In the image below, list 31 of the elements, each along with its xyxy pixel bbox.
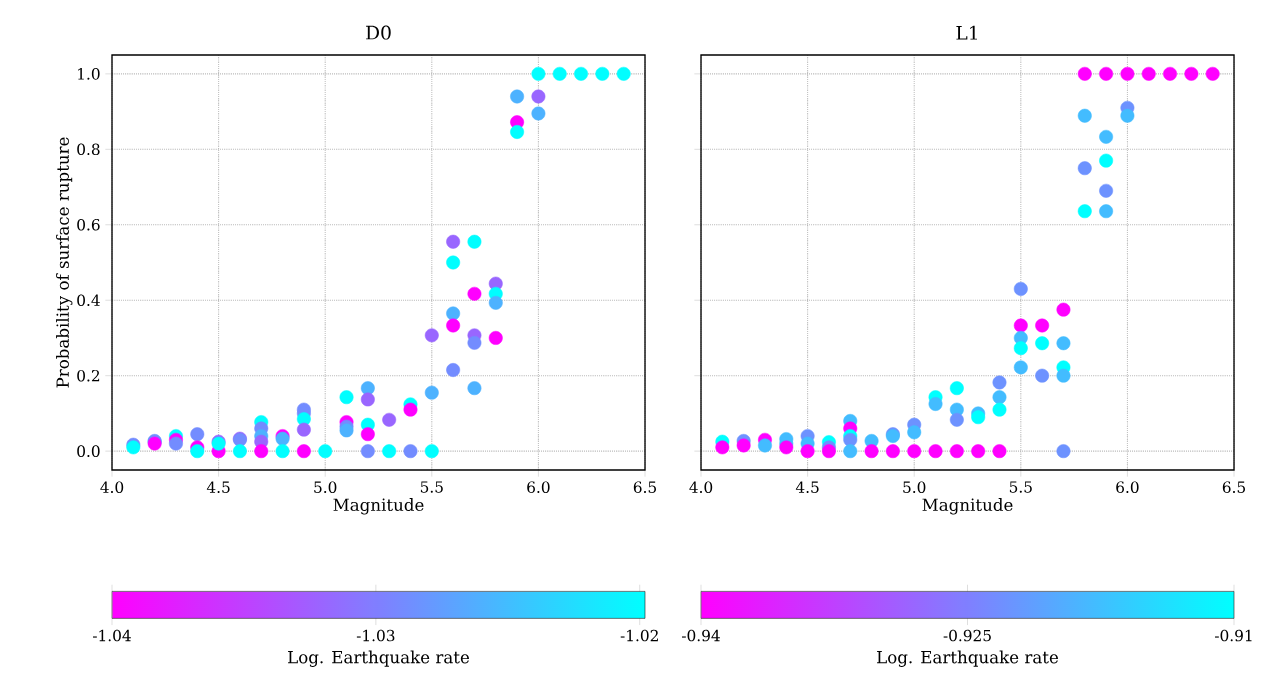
x-tick-label: 6.5 [1222,481,1246,493]
chart-title: D0 [366,25,391,40]
y-tick-label: 0.6 [77,218,100,231]
x-tick-label: 6.0 [1116,481,1139,493]
color-bar-label: -0.925 [943,629,991,642]
y-tick-label: 0.2 [77,369,100,382]
chart-title: L1 [956,25,977,40]
color-bar-label: -0.91 [1215,629,1252,642]
x-tick-label: 4.0 [689,481,713,493]
color-bar-title: Log. Earthquake rate [877,650,1059,667]
x-axis-title: Magnitude [333,498,424,515]
color-bar-title: Log. Earthquake rate [288,650,470,667]
y-tick-label: 0.0 [77,445,100,457]
x-tick-label: 4.0 [100,481,124,493]
y-axis-title: Probability of surface rupture [56,137,73,388]
y-tick-label: 0.8 [77,143,100,156]
y-tick-label: 1.0 [78,68,100,80]
color-bar-label: -1.04 [93,629,131,642]
x-tick-label: 5.5 [420,481,443,493]
x-tick-label: 5.5 [1009,481,1032,493]
x-tick-label: 5.0 [314,481,337,493]
x-tick-label: 6.5 [633,481,657,493]
color-bar-label: -1.03 [356,629,395,642]
x-tick-label: 6.0 [527,481,550,493]
x-axis-title: Magnitude [922,498,1013,515]
x-tick-label: 4.5 [795,481,819,493]
x-tick-label: 4.5 [206,481,230,493]
color-bar-label: -1.02 [620,629,658,642]
x-tick-label: 5.0 [903,481,926,493]
color-bar-label: -0.94 [682,629,720,642]
y-tick-label: 0.4 [77,294,100,307]
